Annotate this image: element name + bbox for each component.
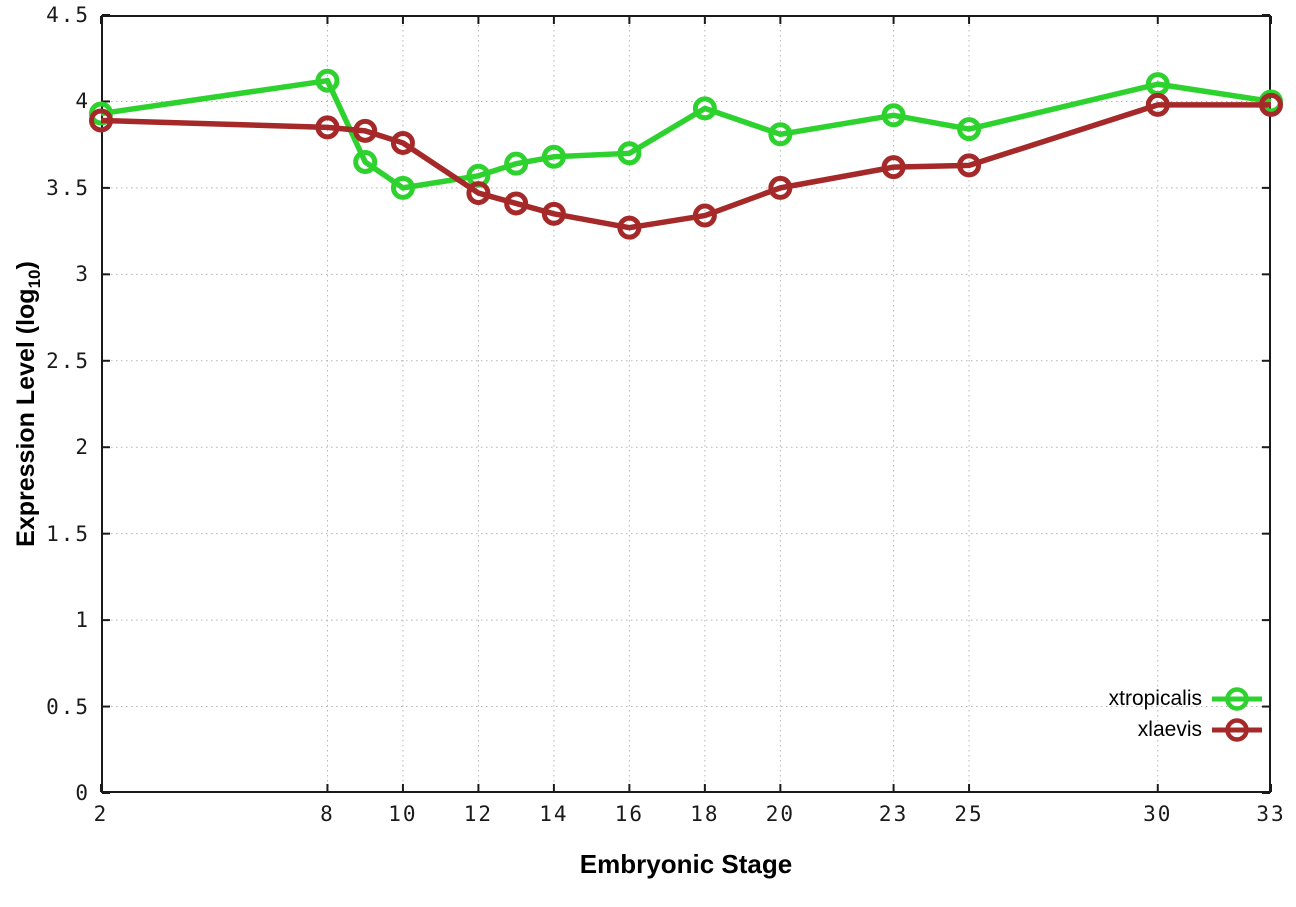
data-point-xtropicalis-9 xyxy=(353,149,378,174)
x-tick-label: 14 xyxy=(539,802,569,826)
data-point-xlaevis-25 xyxy=(957,153,982,178)
data-point-xtropicalis-16 xyxy=(617,141,642,166)
x-tick-label: 18 xyxy=(690,802,720,826)
legend-marker-xtropicalis-icon xyxy=(1212,686,1262,711)
data-point-xlaevis-14 xyxy=(541,201,566,226)
data-point-xtropicalis-8 xyxy=(315,68,340,93)
data-point-xlaevis-10 xyxy=(390,130,415,155)
data-point-xtropicalis-18 xyxy=(692,96,717,121)
data-point-xlaevis-33 xyxy=(1259,92,1283,117)
y-tick-label: 2.5 xyxy=(46,348,90,373)
y-tick-label: 3 xyxy=(75,262,90,287)
data-point-xlaevis-23 xyxy=(881,155,906,180)
x-tick-label: 30 xyxy=(1143,802,1173,826)
data-point-xlaevis-2 xyxy=(89,108,113,133)
x-tick-label: 25 xyxy=(954,802,984,826)
x-tick-label: 16 xyxy=(614,802,645,826)
data-point-xlaevis-18 xyxy=(692,203,717,228)
data-point-xtropicalis-25 xyxy=(957,117,982,142)
y-tick-label: 2 xyxy=(75,435,90,460)
y-axis-title-main: Expression Level (log xyxy=(12,288,40,547)
y-tick-label: 1 xyxy=(75,608,90,633)
data-point-xtropicalis-13 xyxy=(504,151,529,176)
data-point-xtropicalis-20 xyxy=(768,122,793,147)
legend-marker-xlaevis-icon xyxy=(1212,717,1262,742)
legend-item-xtropicalis: xtropicalis xyxy=(1109,683,1262,714)
data-point-xlaevis-20 xyxy=(768,175,793,200)
y-tick-label: 1.5 xyxy=(46,521,90,546)
series-line-xlaevis xyxy=(100,102,1271,231)
y-tick-label: 4 xyxy=(75,89,90,114)
y-tick-label: 4.5 xyxy=(46,3,90,27)
x-tick-label: 33 xyxy=(1256,802,1286,826)
data-point-xtropicalis-23 xyxy=(881,103,906,128)
x-tick-label: 23 xyxy=(878,802,909,826)
x-tick-label: 10 xyxy=(388,802,418,826)
data-point-xlaevis-13 xyxy=(504,191,529,216)
data-point-xlaevis-12 xyxy=(466,181,491,206)
legend-item-xlaevis: xlaevis xyxy=(1109,714,1262,745)
x-tick-label: 8 xyxy=(320,802,335,826)
x-tick-label: 20 xyxy=(765,802,795,826)
legend-label-xlaevis: xlaevis xyxy=(1137,717,1202,741)
data-point-xtropicalis-14 xyxy=(541,144,566,169)
data-point-xlaevis-8 xyxy=(315,115,340,140)
series-line-xtropicalis xyxy=(100,77,1272,191)
data-point-xlaevis-9 xyxy=(353,118,378,143)
x-tick-label: 2 xyxy=(93,802,109,826)
y-tick-label: 0.5 xyxy=(46,694,90,719)
plot-area: xtropicalis xlaevis xyxy=(89,14,1283,794)
plot-border xyxy=(101,15,1271,793)
data-point-xlaevis-30 xyxy=(1145,92,1170,117)
plot-svg xyxy=(89,14,1283,794)
x-axis-title: Embryonic Stage xyxy=(579,849,793,879)
legend: xtropicalis xlaevis xyxy=(1109,683,1262,745)
data-point-xlaevis-16 xyxy=(617,215,642,240)
data-point-xtropicalis-10 xyxy=(390,175,415,200)
legend-label-xtropicalis: xtropicalis xyxy=(1108,686,1202,710)
x-tick-label: 12 xyxy=(463,802,494,826)
y-tick-label: 3.5 xyxy=(46,175,90,200)
y-tick-label: 0 xyxy=(75,781,90,805)
